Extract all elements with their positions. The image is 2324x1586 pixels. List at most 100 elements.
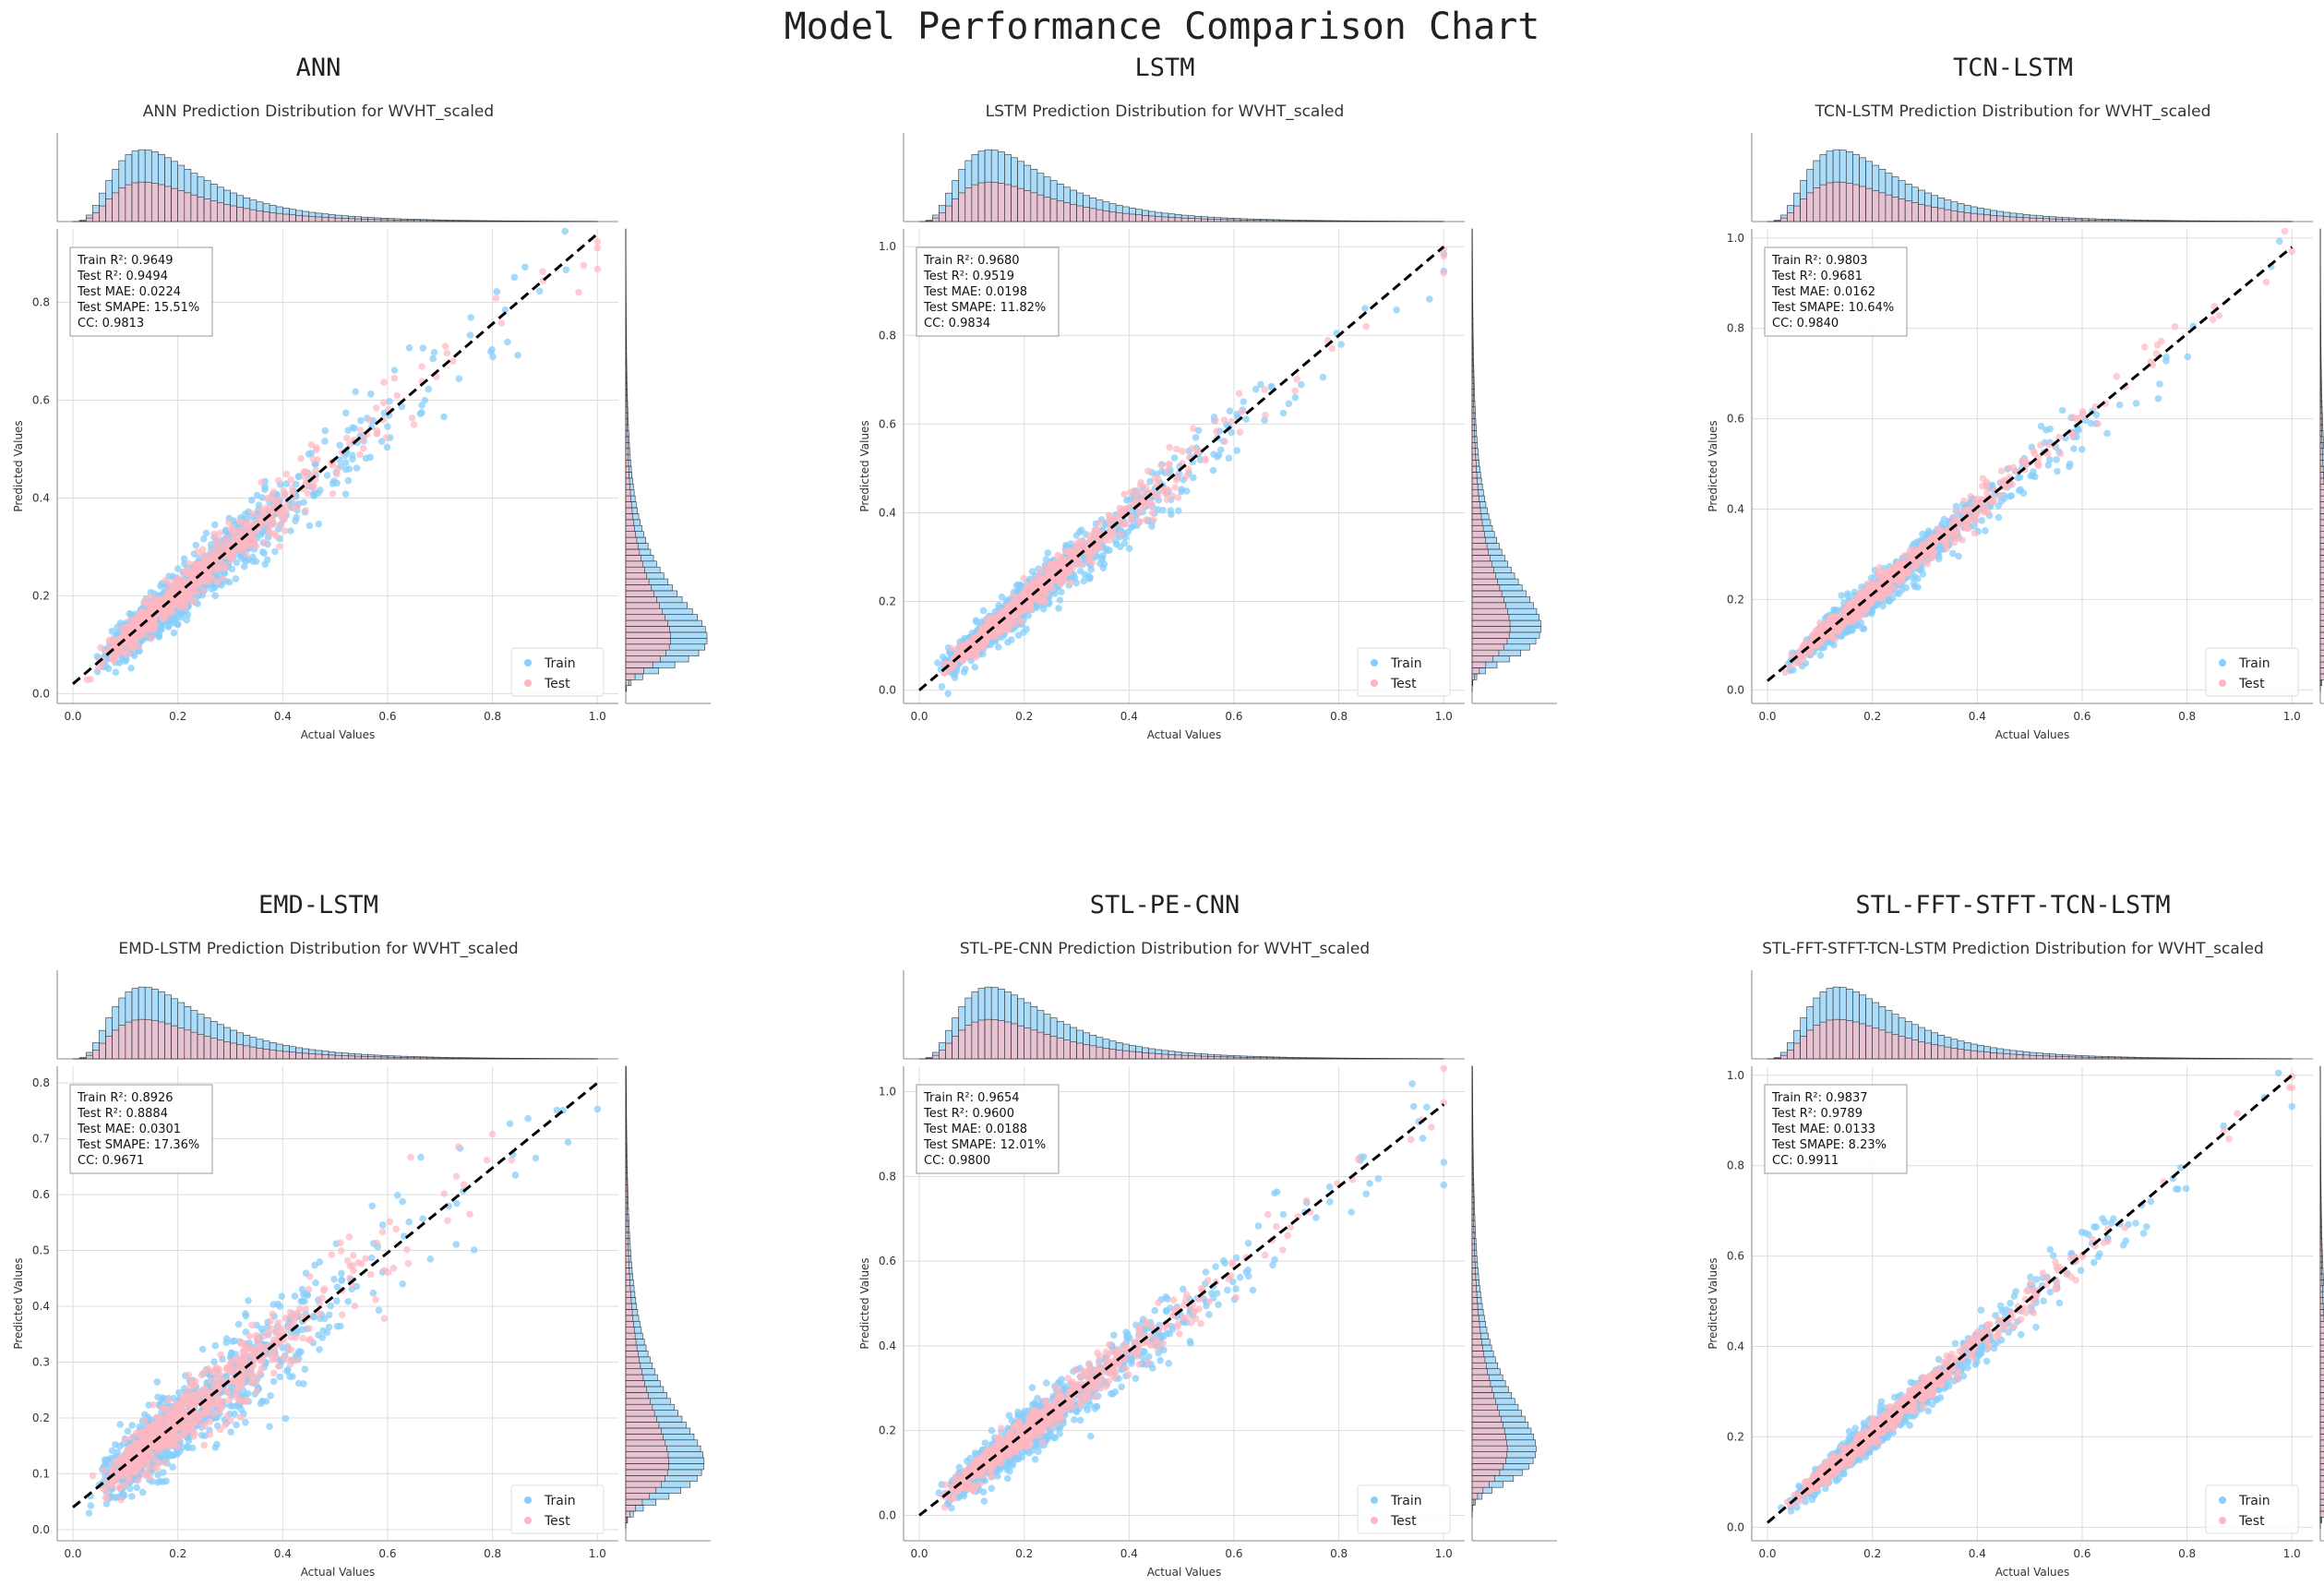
top-hist-bar-test xyxy=(341,218,349,222)
test-point xyxy=(449,357,457,366)
test-point xyxy=(379,399,388,407)
train-point xyxy=(514,352,521,359)
train-point xyxy=(1995,513,2003,522)
test-point xyxy=(277,521,284,529)
test-point xyxy=(191,568,199,576)
right-hist-bar-test xyxy=(1471,513,1482,521)
train-point xyxy=(174,565,182,572)
train-point xyxy=(321,438,329,445)
train-point xyxy=(1084,572,1093,580)
train-point xyxy=(2275,237,2283,246)
right-hist-bar-test xyxy=(625,661,653,668)
test-point xyxy=(276,543,283,550)
test-point xyxy=(274,476,282,485)
train-point xyxy=(521,263,529,271)
right-hist-bar-test xyxy=(1471,501,1480,509)
train-point xyxy=(240,562,248,571)
top-hist-bar-test xyxy=(315,216,323,222)
train-point xyxy=(979,607,988,615)
train-point xyxy=(1209,466,1217,475)
train-point xyxy=(2156,380,2163,388)
train-point xyxy=(353,464,361,472)
right-hist-bar-test xyxy=(1471,643,1504,651)
train-point xyxy=(1044,549,1052,557)
train-point xyxy=(2058,406,2066,415)
train-point xyxy=(1895,590,1903,597)
test-point xyxy=(1039,596,1047,605)
top-hist-bar-test xyxy=(158,184,165,222)
test-point xyxy=(1293,376,1300,383)
right-hist-bar-test xyxy=(625,578,650,585)
train-point xyxy=(1099,564,1108,571)
train-point xyxy=(1844,590,1851,597)
test-point xyxy=(199,551,208,559)
test-point xyxy=(1150,516,1157,523)
train-point xyxy=(944,690,952,698)
top-hist-bar-test xyxy=(1135,214,1143,222)
right-hist-bar-test xyxy=(625,353,627,360)
train-point xyxy=(1125,545,1133,552)
x-tick-label: 0.0 xyxy=(64,710,81,723)
top-hist-bar-test xyxy=(406,220,414,222)
train-point xyxy=(1076,567,1084,575)
top-hist-bar-test xyxy=(1319,221,1326,222)
train-point xyxy=(2014,474,2022,482)
legend-train-label: Train xyxy=(1390,656,1422,671)
train-point xyxy=(305,522,314,530)
stat-line: Test MAE: 0.0198 xyxy=(923,285,1027,299)
train-point xyxy=(127,665,135,672)
test-point xyxy=(83,676,91,684)
top-histogram xyxy=(903,133,1465,222)
top-hist-bar-test xyxy=(275,212,283,222)
top-hist-bar-test xyxy=(289,214,296,222)
test-point xyxy=(2281,227,2289,235)
train-point xyxy=(1099,551,1107,559)
test-point xyxy=(989,631,998,638)
right-hist-bar-test xyxy=(625,453,629,461)
y-tick-label: 0.0 xyxy=(32,687,50,700)
stat-line: CC: 0.9834 xyxy=(924,317,990,330)
top-hist-bar-test xyxy=(217,202,224,222)
top-hist-bar-test xyxy=(1233,219,1241,222)
train-point xyxy=(510,273,519,282)
train-point xyxy=(323,472,331,479)
test-point xyxy=(1010,591,1017,599)
top-hist-bar-test xyxy=(1161,216,1169,222)
right-hist-bar-test xyxy=(625,448,629,455)
test-point xyxy=(593,265,602,273)
test-point xyxy=(236,518,244,525)
top-hist-bar-test xyxy=(1220,219,1228,222)
right-hist-bar-test xyxy=(1471,536,1486,544)
train-point xyxy=(261,486,269,494)
train-point xyxy=(307,450,315,457)
train-point xyxy=(419,344,427,352)
train-point xyxy=(383,443,391,451)
test-point xyxy=(2215,312,2223,319)
train-point xyxy=(192,541,200,549)
right-hist-bar-test xyxy=(1471,572,1496,580)
test-point xyxy=(261,539,270,547)
train-point xyxy=(1004,638,1012,646)
train-point xyxy=(1859,625,1867,632)
train-point xyxy=(1935,555,1943,563)
top-hist-bar-test xyxy=(925,220,933,222)
train-point xyxy=(263,556,271,564)
test-point xyxy=(119,649,127,656)
test-point xyxy=(333,470,341,478)
right-hist-bar-test xyxy=(1471,531,1485,538)
train-point xyxy=(1170,454,1179,462)
chart-title: ANN Prediction Distribution for WVHT_sca… xyxy=(143,102,494,121)
test-point xyxy=(1362,322,1370,330)
test-point xyxy=(248,510,257,518)
right-hist-bar-test xyxy=(625,412,628,419)
test-point xyxy=(365,416,374,425)
test-point xyxy=(1328,344,1336,353)
top-hist-bar-test xyxy=(452,220,461,222)
test-point xyxy=(1058,553,1065,561)
right-hist-bar-test xyxy=(625,501,632,509)
x-tick-label: 0.4 xyxy=(274,710,292,723)
top-hist-bar-test xyxy=(1252,220,1261,222)
right-hist-bar-test xyxy=(625,406,628,414)
right-hist-bar-test xyxy=(1471,631,1510,639)
